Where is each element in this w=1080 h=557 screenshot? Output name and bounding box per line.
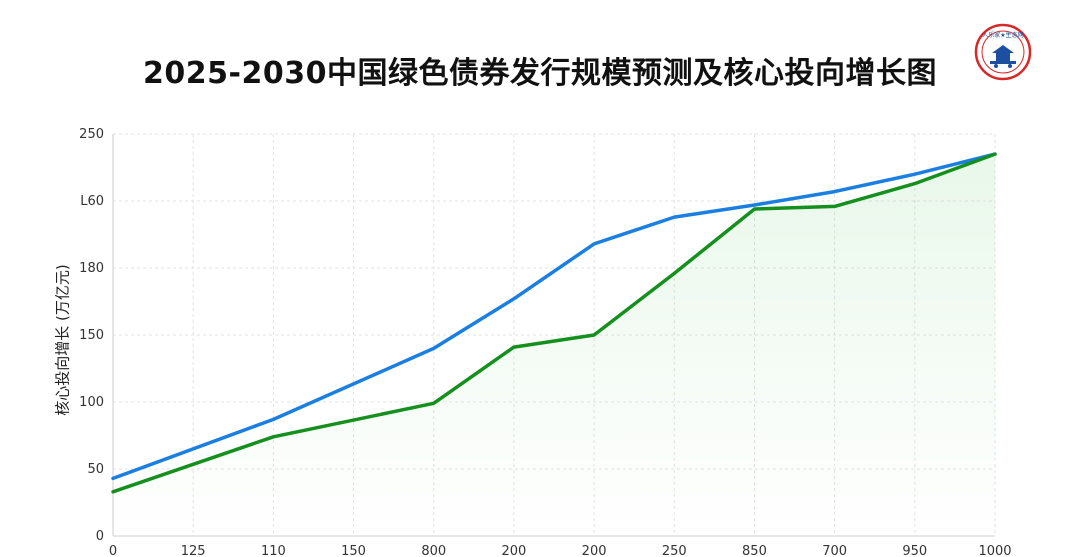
y-tick-label: 180 [79, 261, 104, 276]
chart-title: 2025-2030中国绿色债券发行规模预测及核心投向增长图 [143, 56, 937, 91]
x-tick-label: 200 [501, 544, 526, 557]
x-tick-labels: 0 125 110 150 800 200 200 250 850 700 950 1000 [109, 544, 1012, 557]
y-tick-label: 50 [87, 462, 104, 477]
y-tick-label: 0 [96, 529, 104, 544]
series-lines [111, 152, 997, 494]
y-tick-label: 150 [79, 328, 104, 343]
area-fill [113, 154, 995, 536]
series-line-green [111, 152, 997, 494]
x-tick-label: 850 [742, 544, 767, 557]
x-tick-label: 150 [341, 544, 366, 557]
series-line-blue [111, 152, 997, 481]
x-tick-label: 800 [421, 544, 446, 557]
x-tick-label: 1000 [978, 544, 1011, 557]
x-tick-label: 125 [181, 544, 206, 557]
x-tick-label: 250 [662, 544, 687, 557]
x-tick-label: 200 [582, 544, 607, 557]
seal-logo-icon: 人乐家★生态网 [974, 23, 1032, 81]
x-tick-label: 950 [902, 544, 927, 557]
y-tick-label: L60 [80, 194, 104, 209]
x-tick-label: 700 [822, 544, 847, 557]
y-tick-label: 100 [79, 395, 104, 410]
series-area-fill [113, 154, 995, 536]
y-tick-labels: 0 50 100 150 180 L60 250 [79, 127, 104, 544]
svg-text:人乐家★生态网: 人乐家★生态网 [982, 31, 1023, 39]
x-tick-label: 110 [261, 544, 286, 557]
x-tick-label: 0 [109, 544, 117, 557]
y-tick-label: 250 [79, 127, 104, 142]
